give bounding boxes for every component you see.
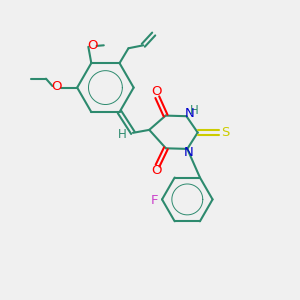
Text: F: F <box>151 194 158 207</box>
Text: N: N <box>185 107 195 120</box>
Text: S: S <box>221 126 229 139</box>
Text: H: H <box>118 128 127 141</box>
Text: O: O <box>51 80 62 93</box>
Text: H: H <box>190 104 198 117</box>
Text: O: O <box>88 39 98 52</box>
Text: N: N <box>184 146 194 159</box>
Text: O: O <box>152 164 162 177</box>
Text: O: O <box>152 85 162 98</box>
